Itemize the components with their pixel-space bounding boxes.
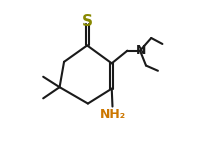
Text: S: S — [82, 14, 93, 29]
Text: N: N — [136, 44, 146, 57]
Text: NH₂: NH₂ — [99, 108, 125, 121]
